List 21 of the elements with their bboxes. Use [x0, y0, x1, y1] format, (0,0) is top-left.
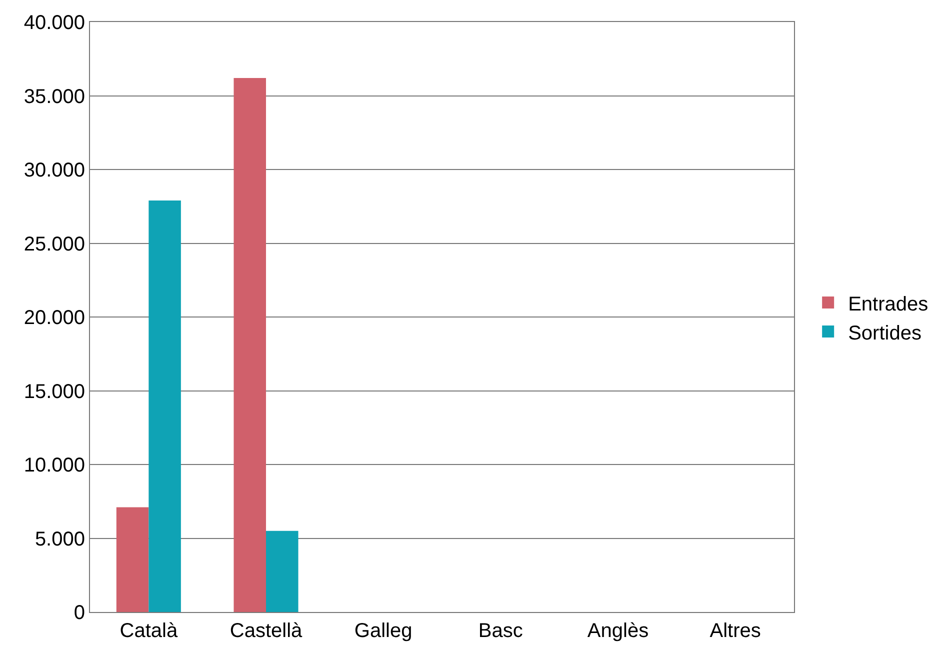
legend-label: Sortides: [848, 322, 922, 344]
y-tick-label: 30.000: [24, 160, 85, 182]
y-tick-label: 10.000: [24, 454, 85, 476]
x-tick-label: Galleg: [354, 620, 412, 642]
bar: [234, 78, 266, 612]
y-tick-label: 35.000: [24, 86, 85, 108]
y-tick-label: 40.000: [24, 12, 85, 34]
y-tick-label: 15.000: [24, 380, 85, 403]
bar: [148, 200, 181, 612]
x-tick-label: Català: [120, 620, 178, 642]
legend-label: Entrades: [848, 293, 928, 316]
y-tick-label: 20.000: [24, 307, 85, 329]
bar: [266, 530, 298, 612]
x-tick-label: Castellà: [230, 620, 303, 642]
y-tick-label: 0: [74, 602, 85, 624]
y-tick-label: 5.000: [34, 528, 85, 550]
x-tick-label: Altres: [710, 620, 761, 642]
y-tick-label: 25.000: [24, 233, 85, 256]
x-tick-label: Basc: [478, 620, 523, 642]
x-tick-label: Anglès: [587, 620, 649, 642]
bar: [116, 507, 149, 612]
